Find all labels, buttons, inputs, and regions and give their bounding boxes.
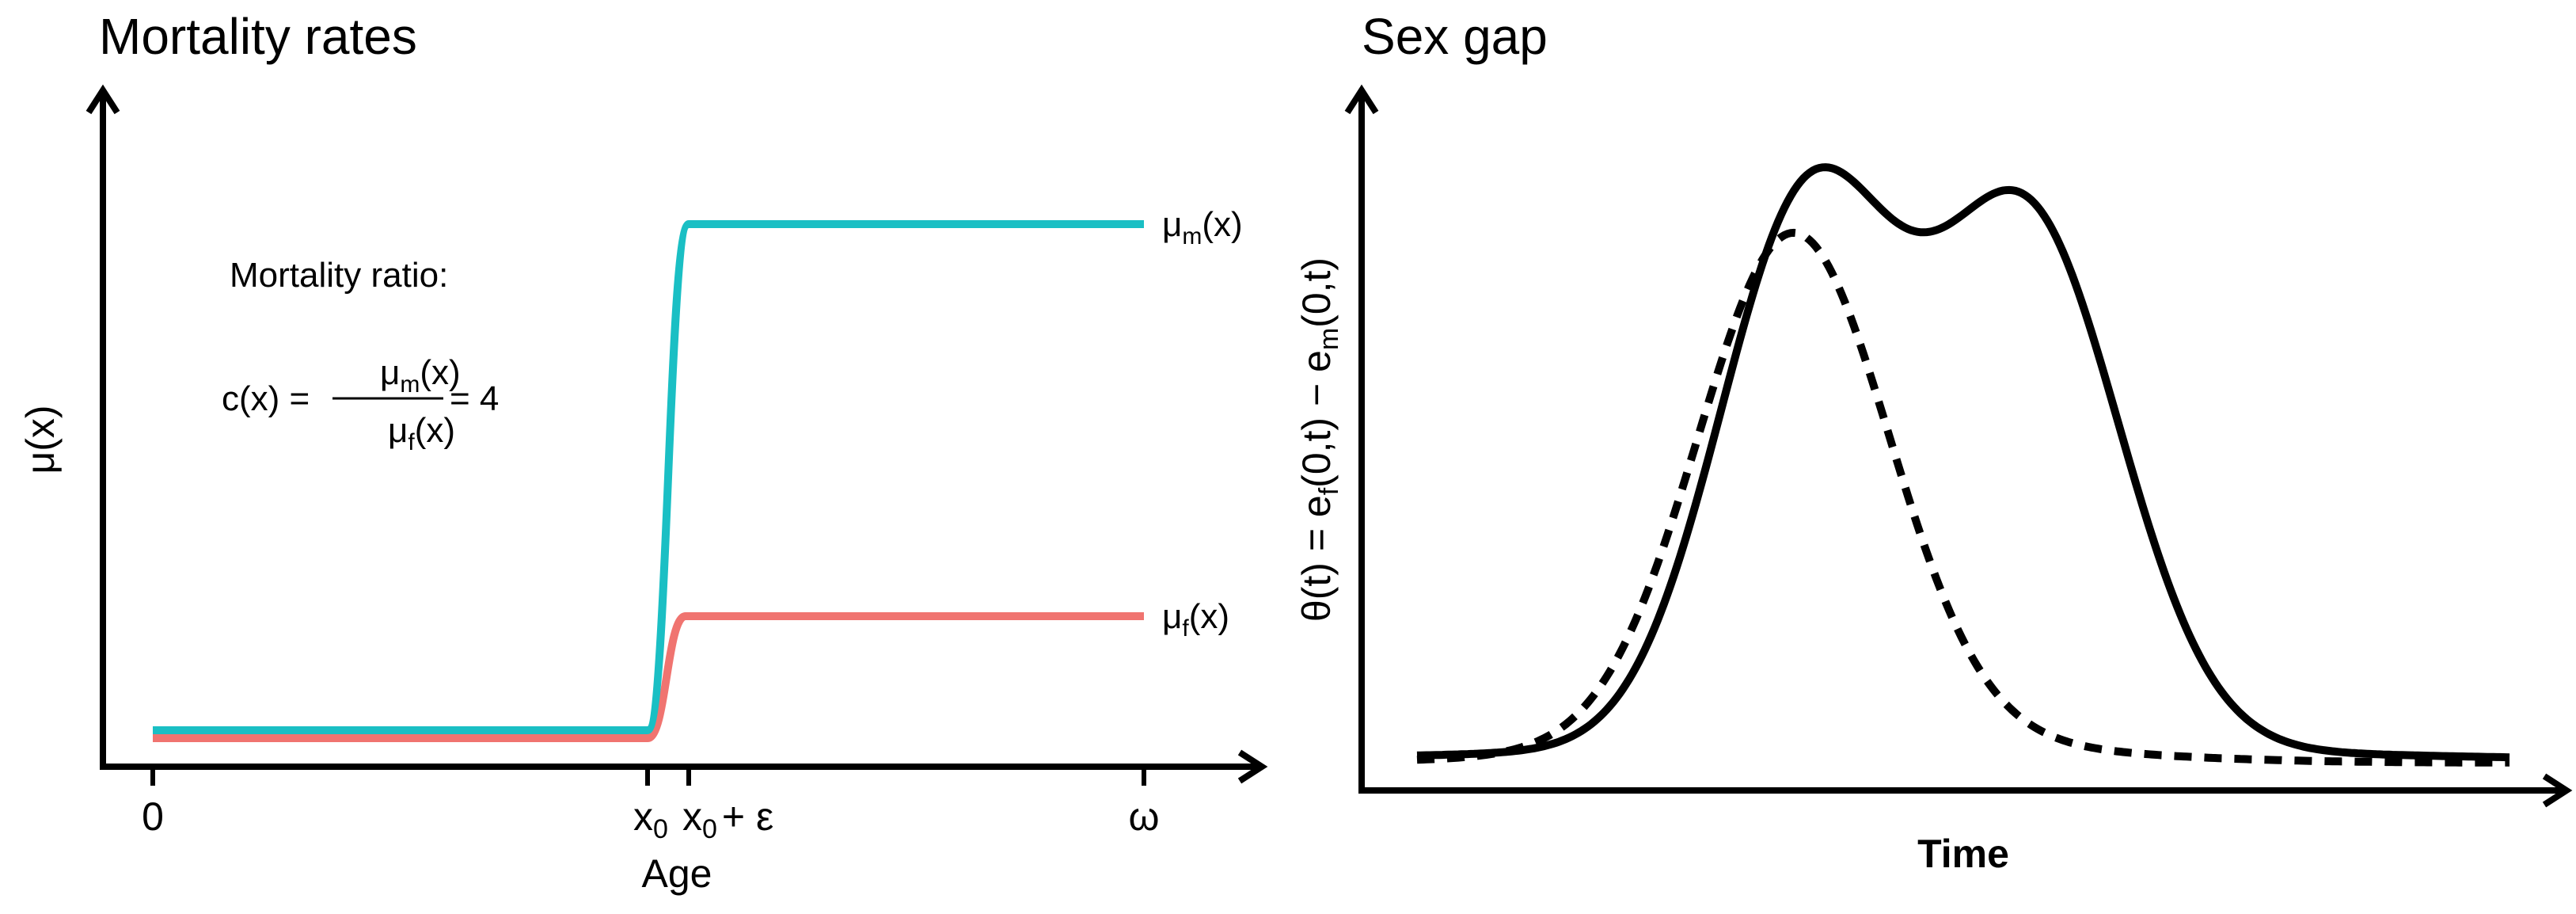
tick-label-x0: x0 [633, 794, 668, 844]
series-line-single-peak [1416, 228, 2510, 767]
mortality-y-label: μ(x) [18, 405, 63, 474]
annotation-rhs: = 4 [450, 379, 499, 418]
sex-gap-y-label: θ(t) = ef(0,t) − em(0,t) [1294, 257, 1344, 622]
sex-gap-x-arrowhead [2542, 773, 2573, 808]
series-line-two-peaks [1416, 163, 2510, 762]
series-line-male [153, 220, 1144, 734]
sex-gap-x-label: Time [1917, 832, 2009, 876]
sex-gap-y-arrowhead [1344, 84, 1379, 115]
tick-label-x0-eps: x0 + ε [682, 794, 773, 844]
mortality-y-arrowhead [85, 84, 120, 115]
mortality-x-label: Age [642, 851, 712, 896]
series-label-female: μf(x) [1162, 597, 1229, 642]
tick-label-omega: ω [1128, 794, 1159, 839]
series-label-male: μm(x) [1162, 205, 1243, 249]
mortality-x-arrowhead [1237, 749, 1268, 784]
series-line-female [153, 612, 1144, 742]
annotation-lhs: c(x) = [222, 379, 310, 418]
mortality-title: Mortality rates [99, 8, 417, 65]
annotation-heading: Mortality ratio: [230, 256, 448, 295]
annotation-numerator: μm(x) [380, 353, 461, 398]
sex-gap-panel: Sex gap Time θ(t) = ef(0,t) − em(0,t) [1294, 8, 2573, 876]
mortality-ratio-annotation: Mortality ratio: c(x) = μm(x) μf(x) = 4 [222, 256, 499, 455]
annotation-denominator: μf(x) [388, 411, 455, 455]
tick-label-0: 0 [142, 794, 164, 839]
sex-gap-title: Sex gap [1362, 8, 1548, 65]
mortality-panel: Mortality rates 0 x0 x0 + ε ω Age μ(x) μm… [18, 8, 1268, 896]
